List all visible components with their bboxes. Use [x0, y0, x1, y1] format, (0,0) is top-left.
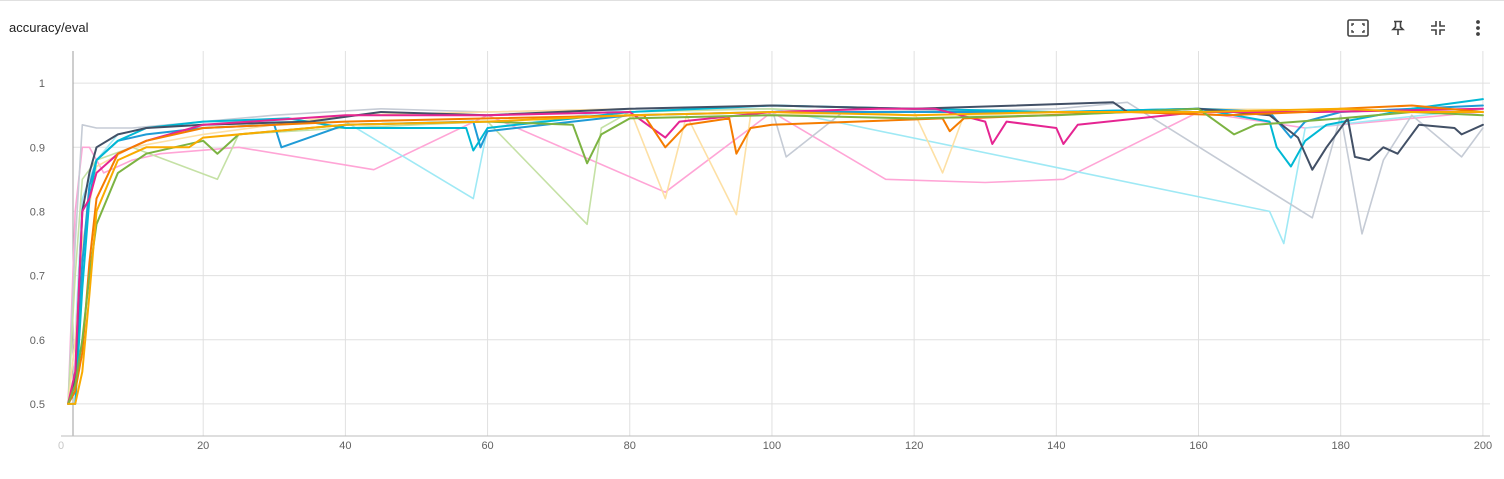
card-title: accuracy/eval [9, 20, 89, 35]
y-tick-label: 0.9 [30, 142, 45, 154]
raw-series-line[interactable] [67, 111, 1484, 405]
series-line[interactable] [67, 104, 1484, 405]
more-options-button[interactable] [1458, 15, 1498, 41]
y-tick-label: 0.7 [30, 271, 45, 283]
x-tick-label: 40 [339, 440, 351, 452]
series-line[interactable] [67, 104, 1484, 405]
x-tick-label: 20 [197, 440, 209, 452]
raw-series-line[interactable] [67, 108, 1484, 405]
collapse-button[interactable] [1418, 15, 1458, 41]
x-tick-label: 200 [1474, 440, 1492, 452]
x-tick-label: 160 [1189, 440, 1207, 452]
raw-series-line[interactable] [67, 108, 1484, 405]
series-line[interactable] [67, 107, 1484, 405]
pin-icon [1391, 20, 1405, 35]
axis-layer: 0.5 0.6 0.7 0.8 0.9 1 0 20 40 60 80 100 120 140 160 180… [30, 51, 1492, 452]
collapse-icon [1431, 21, 1445, 35]
x-tick-label: 80 [624, 440, 636, 452]
raw-series-line[interactable] [67, 108, 1484, 405]
more-vert-icon [1476, 20, 1480, 36]
series-line[interactable] [67, 107, 1484, 405]
fit-to-screen-icon [1347, 19, 1369, 37]
series-line[interactable] [67, 98, 1484, 405]
series-line[interactable] [67, 107, 1484, 405]
x-tick-label: 60 [481, 440, 493, 452]
x-tick-label: 180 [1332, 440, 1350, 452]
pin-button[interactable] [1378, 15, 1418, 41]
x-tick-label: 100 [763, 440, 781, 452]
smoothed-series-layer [67, 98, 1484, 405]
x-tick-label: 120 [905, 440, 923, 452]
series-line[interactable] [67, 101, 1484, 405]
y-tick-label: 0.8 [30, 206, 45, 218]
y-tick-label: 1 [39, 78, 45, 90]
x-tick-label: 0 [58, 440, 64, 452]
x-tick-label: 140 [1047, 440, 1065, 452]
y-tick-label: 0.5 [30, 399, 45, 411]
raw-series-line[interactable] [67, 101, 1484, 405]
card-toolbar [1338, 15, 1498, 41]
fit-domain-button[interactable] [1338, 15, 1378, 41]
y-tick-label: 0.6 [30, 335, 45, 347]
